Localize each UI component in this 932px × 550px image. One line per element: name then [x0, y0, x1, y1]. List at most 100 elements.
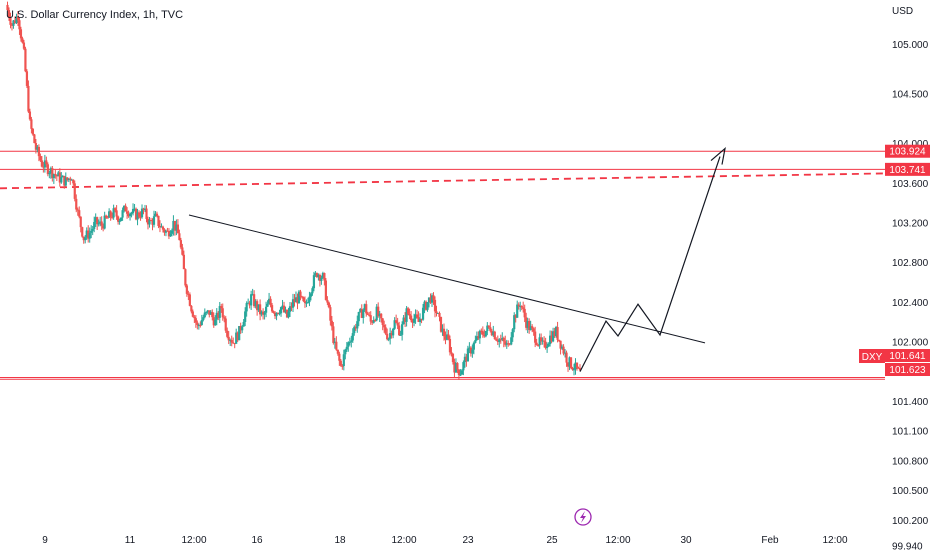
candle-body: [187, 293, 190, 295]
candle-body: [327, 302, 330, 308]
candle-body: [166, 230, 169, 232]
candle-body: [19, 29, 23, 39]
candle-body: [119, 217, 123, 221]
candle-body: [475, 336, 478, 340]
candle-body: [278, 313, 281, 315]
y-tick-label: 100.500: [892, 486, 929, 497]
candle-body: [493, 331, 496, 340]
candle-body: [332, 326, 335, 343]
candle-body: [309, 293, 313, 297]
candle-body: [378, 313, 381, 317]
candle-body: [299, 291, 302, 297]
candle-body: [49, 168, 52, 174]
candle-body: [163, 229, 166, 233]
candle-body: [496, 340, 499, 342]
candle-body: [133, 208, 136, 210]
candle-body: [143, 208, 147, 211]
candle-body: [39, 156, 42, 161]
candle-body: [87, 230, 90, 239]
candle-body: [227, 336, 230, 341]
candle-body: [154, 213, 157, 217]
candle-body: [60, 177, 63, 183]
grid: [0, 0, 885, 530]
x-axis: 9 11 12:00 16 18 12:00 23 25 12:00 30 Feb 12:00: [42, 535, 848, 546]
candle-body: [72, 179, 75, 184]
candle-body: [569, 357, 573, 368]
candle-body: [411, 320, 414, 323]
candle-body: [256, 301, 259, 311]
candle-body: [366, 313, 369, 315]
candle-body: [448, 339, 452, 353]
candle-body: [472, 342, 475, 350]
candle-body: [398, 325, 401, 336]
lightning-icon[interactable]: [574, 508, 592, 526]
candle-body: [439, 316, 443, 332]
candle-body: [408, 313, 411, 316]
candle-body: [381, 318, 384, 325]
candle-body: [70, 179, 73, 181]
candle-body: [453, 362, 456, 373]
candle-body: [233, 343, 236, 345]
candle-body: [267, 298, 271, 304]
candle-body: [406, 308, 410, 314]
candle-body: [54, 174, 57, 176]
candle-body: [480, 330, 483, 332]
candle-body: [402, 317, 405, 325]
candle-body: [136, 212, 139, 220]
candle-body: [386, 333, 389, 340]
candle-body: [456, 363, 459, 370]
candle-body: [282, 305, 286, 313]
candle-body: [90, 230, 93, 233]
candle-body: [248, 302, 251, 306]
candle-body: [203, 312, 206, 318]
candle-body: [276, 312, 280, 314]
candle-body: [353, 326, 356, 334]
candle-body: [182, 254, 185, 270]
candle-body: [423, 301, 426, 308]
price-badge-label: 103.924: [889, 147, 926, 158]
candle-body: [483, 334, 486, 337]
candle-body: [160, 226, 163, 228]
candle-body: [297, 291, 301, 304]
candle-body: [344, 349, 347, 355]
candle-body: [469, 347, 472, 354]
candle-body: [560, 346, 564, 349]
candle-body: [100, 221, 103, 226]
candle-body: [196, 322, 199, 325]
price-badge: [885, 363, 930, 376]
candle-body: [42, 166, 45, 168]
candle-body: [302, 297, 305, 302]
candle-body: [273, 312, 277, 317]
candle-body: [562, 346, 565, 354]
candle-body: [36, 146, 39, 150]
candle-body: [387, 338, 390, 340]
price-badge: [885, 349, 930, 362]
candle-body: [300, 296, 304, 298]
candle-body: [63, 175, 66, 186]
candle-body: [338, 353, 341, 361]
candle-body: [220, 306, 223, 309]
candle-body: [140, 208, 144, 218]
candle-body: [565, 352, 568, 363]
y-tick-label: 102.000: [892, 337, 929, 348]
candle-body: [66, 177, 69, 180]
candle-body: [324, 280, 327, 300]
candle-body: [399, 334, 402, 336]
candle-body: [525, 317, 528, 328]
candle-body: [253, 294, 256, 307]
candle-body: [543, 340, 546, 342]
candle-body: [75, 198, 78, 210]
candle-body: [544, 341, 547, 349]
candle-body: [547, 344, 550, 347]
candle-body: [111, 216, 114, 218]
candle-body: [348, 341, 351, 343]
candles: [6, 1, 582, 380]
candle-body: [43, 160, 46, 168]
candle-body: [158, 226, 162, 228]
candle-body: [170, 230, 174, 234]
candle-body: [112, 208, 115, 218]
candle-body: [224, 318, 227, 331]
candle-body: [535, 342, 538, 345]
candle-body: [254, 301, 257, 307]
